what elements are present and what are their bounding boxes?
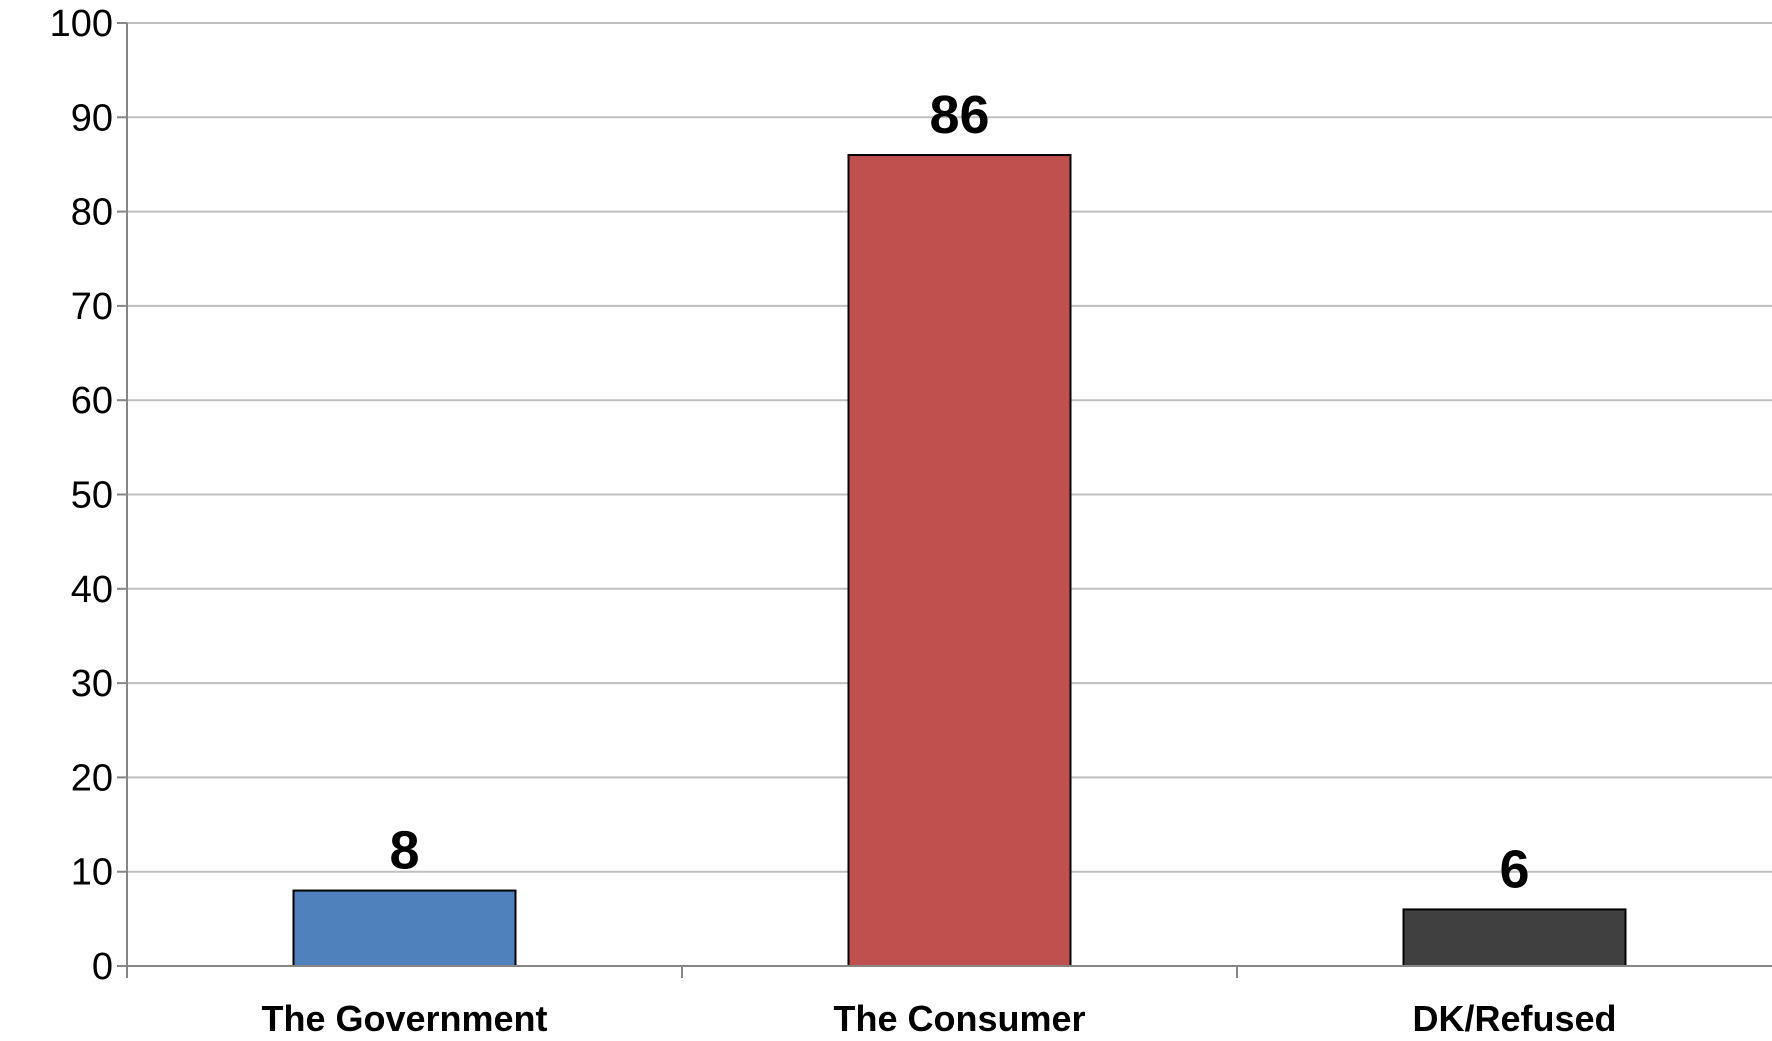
y-tick-label: 30 — [71, 663, 113, 705]
y-tick-label: 0 — [92, 946, 113, 988]
bar-the-consumer — [847, 154, 1072, 967]
y-tick-label: 80 — [71, 192, 113, 234]
y-tick-label: 10 — [71, 852, 113, 894]
y-tick-label: 70 — [71, 286, 113, 328]
y-tick-label: 60 — [71, 380, 113, 422]
x-tick-label: DK/Refused — [1412, 998, 1616, 1039]
bar-dk-refused — [1402, 908, 1627, 967]
axes — [126, 23, 1772, 978]
data-label: 8 — [389, 821, 419, 881]
x-axis-labels: The Government The Consumer DK/Refused — [261, 998, 1616, 1039]
y-tick-label: 50 — [71, 475, 113, 517]
bar-the-government — [292, 889, 517, 967]
y-tick-label: 90 — [71, 97, 113, 139]
x-tick-label: The Consumer — [833, 998, 1085, 1039]
y-tick-label: 40 — [71, 569, 113, 611]
y-tick-label: 20 — [71, 757, 113, 799]
x-tick-label: The Government — [261, 998, 547, 1039]
data-label: 86 — [929, 85, 989, 145]
y-tick-label: 100 — [50, 3, 113, 45]
data-label: 6 — [1499, 839, 1529, 899]
data-labels: 8 86 6 — [389, 85, 1529, 899]
y-axis-ticks: 0 10 20 30 40 50 60 70 80 90 100 — [50, 3, 127, 988]
bars — [292, 154, 1627, 967]
